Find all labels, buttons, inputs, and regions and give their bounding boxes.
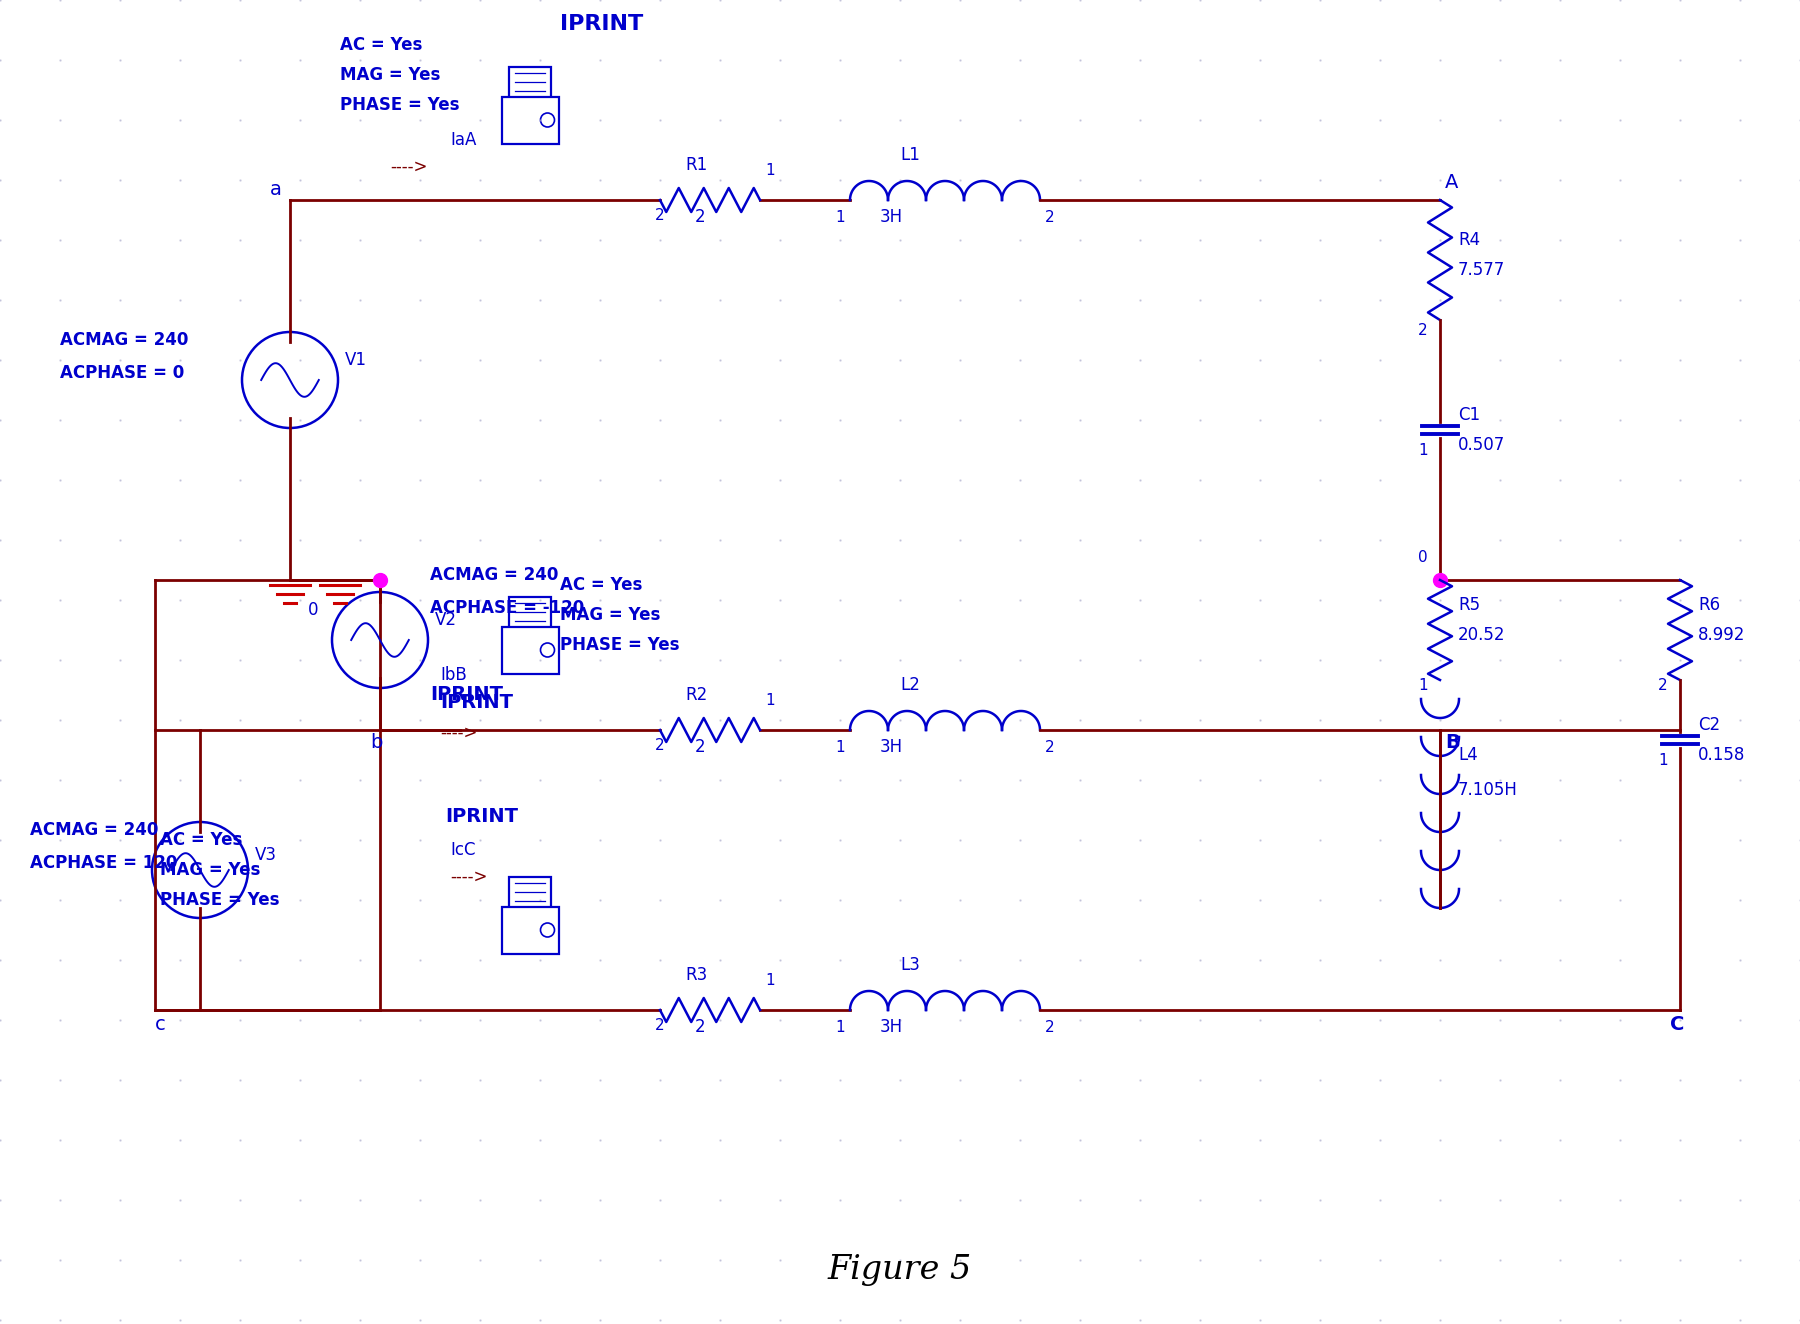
Text: L3: L3 <box>900 956 920 974</box>
Text: 2: 2 <box>655 737 664 753</box>
Text: ACPHASE = -120: ACPHASE = -120 <box>430 598 585 617</box>
Text: 1: 1 <box>835 740 844 755</box>
Text: IPRINT: IPRINT <box>445 808 518 826</box>
Text: L4: L4 <box>1458 745 1478 764</box>
Text: A: A <box>1445 173 1458 192</box>
Text: L2: L2 <box>900 677 920 694</box>
Text: PHASE = Yes: PHASE = Yes <box>340 97 459 114</box>
Text: R4: R4 <box>1458 230 1480 249</box>
Text: 1: 1 <box>765 692 774 708</box>
Text: MAG = Yes: MAG = Yes <box>560 606 661 624</box>
Text: 2: 2 <box>655 1018 664 1033</box>
Text: c: c <box>155 1016 166 1034</box>
Text: 2: 2 <box>655 208 664 222</box>
Text: 0: 0 <box>1418 549 1427 565</box>
Text: ACMAG = 240: ACMAG = 240 <box>31 821 158 839</box>
Text: 2: 2 <box>1658 678 1667 692</box>
Text: 8.992: 8.992 <box>1697 626 1746 643</box>
Text: Figure 5: Figure 5 <box>828 1254 972 1286</box>
FancyBboxPatch shape <box>509 876 551 914</box>
Text: AC = Yes: AC = Yes <box>560 576 643 594</box>
Text: 3H: 3H <box>880 1018 904 1035</box>
Text: 0: 0 <box>308 601 319 620</box>
Text: 1: 1 <box>1418 444 1427 458</box>
Text: 3H: 3H <box>880 208 904 226</box>
FancyBboxPatch shape <box>502 626 558 674</box>
Text: IcC: IcC <box>450 841 475 859</box>
Text: R3: R3 <box>686 967 707 984</box>
Text: B: B <box>1445 733 1460 752</box>
Text: 1: 1 <box>835 211 844 225</box>
Text: IaA: IaA <box>450 131 477 150</box>
Text: 1: 1 <box>835 1019 844 1035</box>
Text: V3: V3 <box>256 846 277 865</box>
Text: 2: 2 <box>695 1018 706 1035</box>
Text: a: a <box>270 180 283 199</box>
Text: 2: 2 <box>1418 323 1427 338</box>
Text: b: b <box>371 733 382 752</box>
Text: ACMAG = 240: ACMAG = 240 <box>430 565 558 584</box>
Text: 1: 1 <box>765 973 774 988</box>
Text: ACPHASE = 0: ACPHASE = 0 <box>59 364 184 383</box>
Text: MAG = Yes: MAG = Yes <box>340 66 441 83</box>
Text: 0.158: 0.158 <box>1697 745 1746 764</box>
Text: IPRINT: IPRINT <box>439 692 513 712</box>
Text: R5: R5 <box>1458 596 1480 614</box>
FancyBboxPatch shape <box>502 907 558 953</box>
Text: ACMAG = 240: ACMAG = 240 <box>59 331 189 350</box>
Text: IPRINT: IPRINT <box>560 15 643 34</box>
Text: C: C <box>1670 1016 1685 1034</box>
Text: 2: 2 <box>695 208 706 226</box>
Text: 2: 2 <box>1046 1019 1055 1035</box>
Text: R6: R6 <box>1697 596 1721 614</box>
Text: 7.577: 7.577 <box>1458 261 1505 279</box>
Text: 2: 2 <box>695 737 706 756</box>
Text: 1: 1 <box>765 163 774 177</box>
Text: AC = Yes: AC = Yes <box>340 36 423 54</box>
Text: PHASE = Yes: PHASE = Yes <box>160 891 279 910</box>
Text: 20.52: 20.52 <box>1458 626 1505 643</box>
Text: 2: 2 <box>1046 740 1055 755</box>
Text: IbB: IbB <box>439 666 466 685</box>
Text: PHASE = Yes: PHASE = Yes <box>560 636 680 654</box>
Text: ---->: ----> <box>439 724 477 741</box>
Text: L1: L1 <box>900 146 920 164</box>
Text: R1: R1 <box>686 156 707 173</box>
Text: 1: 1 <box>1418 678 1427 692</box>
Text: ACPHASE = 120: ACPHASE = 120 <box>31 854 178 873</box>
FancyBboxPatch shape <box>509 597 551 633</box>
Text: V1: V1 <box>346 351 367 369</box>
Text: C2: C2 <box>1697 716 1721 733</box>
Text: MAG = Yes: MAG = Yes <box>160 861 261 879</box>
Text: 2: 2 <box>1046 211 1055 225</box>
Text: V2: V2 <box>436 610 457 629</box>
Text: C1: C1 <box>1458 406 1480 424</box>
Text: 1: 1 <box>1658 753 1667 768</box>
FancyBboxPatch shape <box>502 97 558 143</box>
Text: 7.105H: 7.105H <box>1458 781 1517 798</box>
Text: ---->: ----> <box>391 158 428 176</box>
Text: 0.507: 0.507 <box>1458 436 1505 454</box>
Text: IPRINT: IPRINT <box>430 685 502 704</box>
FancyBboxPatch shape <box>509 66 551 103</box>
Text: ---->: ----> <box>450 869 488 886</box>
Text: 3H: 3H <box>880 737 904 756</box>
Text: AC = Yes: AC = Yes <box>160 831 243 849</box>
Text: R2: R2 <box>686 686 707 704</box>
